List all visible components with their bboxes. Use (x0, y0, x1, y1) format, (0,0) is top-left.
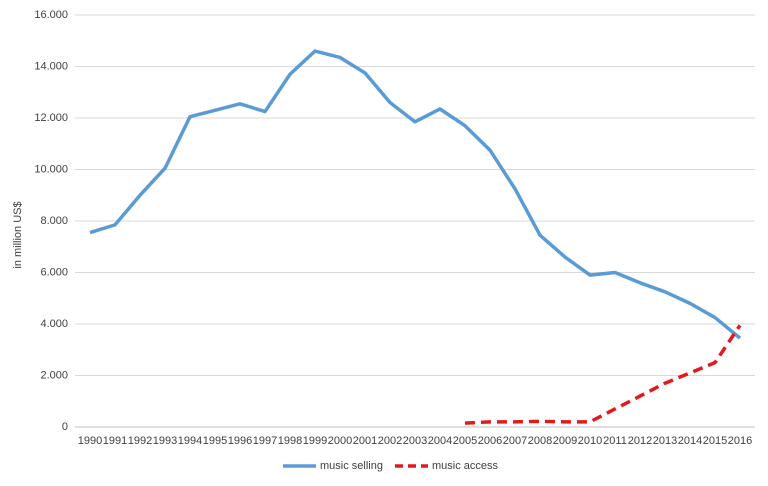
x-tick-label: 2015 (703, 435, 727, 447)
x-tick-label: 2006 (478, 435, 502, 447)
x-tick-label: 1998 (278, 435, 302, 447)
legend-label: music selling (320, 460, 383, 472)
y-tick-label: 12.000 (34, 112, 68, 124)
x-tick-label: 2010 (578, 435, 602, 447)
x-tick-label: 2008 (528, 435, 552, 447)
x-tick-label: 2001 (353, 435, 377, 447)
legend-label: music access (432, 460, 499, 472)
x-tick-label: 2011 (603, 435, 627, 447)
x-tick-label: 1992 (128, 435, 152, 447)
y-tick-label: 4.000 (40, 318, 68, 330)
y-tick-label: 14.000 (34, 60, 68, 72)
x-tick-label: 2009 (553, 435, 577, 447)
x-tick-label: 2016 (728, 435, 752, 447)
y-tick-label: 6.000 (40, 266, 68, 278)
x-tick-label: 2003 (403, 435, 427, 447)
x-tick-label: 2002 (378, 435, 402, 447)
x-tick-label: 2007 (503, 435, 527, 447)
x-tick-label: 1993 (153, 435, 177, 447)
x-tick-label: 1991 (103, 435, 127, 447)
x-tick-label: 2004 (428, 435, 452, 447)
y-tick-label: 16.000 (34, 9, 68, 21)
line-series (464, 324, 742, 425)
x-tick-label: 2005 (453, 435, 477, 447)
x-tick-label: 1995 (203, 435, 227, 447)
y-tick-label: 8.000 (40, 215, 68, 227)
y-tick-label: 10.000 (34, 163, 68, 175)
x-tick-label: 2014 (678, 435, 702, 447)
x-tick-label: 1997 (253, 435, 277, 447)
x-tick-label: 1996 (228, 435, 252, 447)
x-tick-label: 1990 (78, 435, 102, 447)
y-axis-label: in million US$ (12, 201, 24, 268)
line-series (89, 49, 742, 340)
x-tick-label: 2012 (628, 435, 652, 447)
y-tick-label: 0 (62, 421, 68, 433)
x-tick-label: 1994 (178, 435, 202, 447)
x-tick-label: 2013 (653, 435, 677, 447)
y-tick-label: 2.000 (40, 369, 68, 381)
x-tick-label: 1999 (303, 435, 327, 447)
x-tick-label: 2000 (328, 435, 352, 447)
